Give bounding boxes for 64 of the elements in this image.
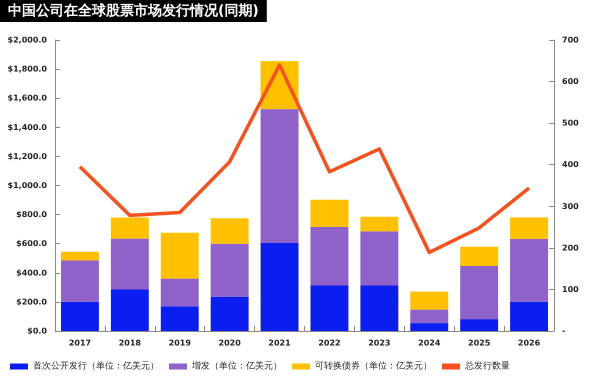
legend-label: 可转换债券（单位：亿美元） xyxy=(315,360,432,372)
x-tick-label: 2025 xyxy=(468,338,491,348)
x-tick-label: 2022 xyxy=(318,338,341,348)
y-tick-label: $1,800.0 xyxy=(8,64,48,74)
bar xyxy=(510,217,548,239)
bar xyxy=(110,218,149,239)
y2-tick-label: 600 xyxy=(562,77,580,86)
y-tick-label: $1,000.0 xyxy=(8,181,48,190)
y2-tick-label: 700 xyxy=(562,36,580,44)
x-tick-label: 2026 xyxy=(518,338,541,348)
bar xyxy=(310,200,348,227)
x-tick-label: 2024 xyxy=(418,338,441,348)
bar xyxy=(360,285,398,331)
y-tick-label: $200.0 xyxy=(16,297,48,306)
bar xyxy=(110,238,149,290)
bar xyxy=(60,260,99,302)
line-series xyxy=(78,63,531,254)
y-tick-label: $400.0 xyxy=(16,268,48,278)
y2-tick-label: - xyxy=(562,326,566,336)
x-tick-label: 2018 xyxy=(118,338,142,348)
x-tick-label: 2023 xyxy=(368,338,390,348)
y-tick-label: $1,600.0 xyxy=(8,94,48,103)
bar xyxy=(310,285,348,331)
x-tick-label: 2020 xyxy=(218,338,242,348)
bar xyxy=(410,310,448,324)
bar xyxy=(160,232,199,279)
bar xyxy=(210,218,249,244)
bar xyxy=(510,238,548,302)
y2-tick-label: 500 xyxy=(562,118,580,128)
x-tick-label: 2019 xyxy=(168,338,192,348)
y2-tick-label: 400 xyxy=(562,160,580,170)
bar xyxy=(410,323,448,331)
bar xyxy=(210,244,249,297)
bar xyxy=(160,306,199,331)
bar xyxy=(410,292,448,310)
bar xyxy=(260,109,299,243)
y-tick-label: $2,000.0 xyxy=(8,36,48,44)
bar xyxy=(210,296,249,331)
legend-label: 总发行数量 xyxy=(464,360,510,372)
bar xyxy=(460,319,498,331)
bar xyxy=(160,278,199,306)
bar xyxy=(360,231,398,286)
bar xyxy=(260,242,299,331)
bar xyxy=(110,290,149,331)
x-tick-label: 2021 xyxy=(268,338,292,348)
y-tick-label: $1,200.0 xyxy=(8,152,48,161)
legend-label: 增发（单位：亿美元） xyxy=(191,360,282,372)
bar xyxy=(60,252,99,260)
bar xyxy=(60,302,99,331)
y2-tick-label: 300 xyxy=(562,202,580,211)
y2-tick-label: 200 xyxy=(562,243,580,252)
bar xyxy=(310,226,348,286)
y-tick-label: $800.0 xyxy=(16,210,48,220)
legend-label: 首次公开发行（单位：亿美元） xyxy=(33,360,159,372)
bar xyxy=(460,246,498,266)
y-tick-label: $0.0 xyxy=(27,326,48,336)
bar xyxy=(360,216,398,232)
x-tick-label: 2017 xyxy=(68,338,92,348)
bar xyxy=(460,266,498,320)
y-tick-label: $1,400.0 xyxy=(8,122,48,132)
chart-title: 中国公司在全球股票市场发行情况(同期) xyxy=(8,2,259,19)
y-tick-label: $600.0 xyxy=(16,239,48,248)
y2-tick-label: 100 xyxy=(562,284,580,294)
bar xyxy=(510,302,548,331)
